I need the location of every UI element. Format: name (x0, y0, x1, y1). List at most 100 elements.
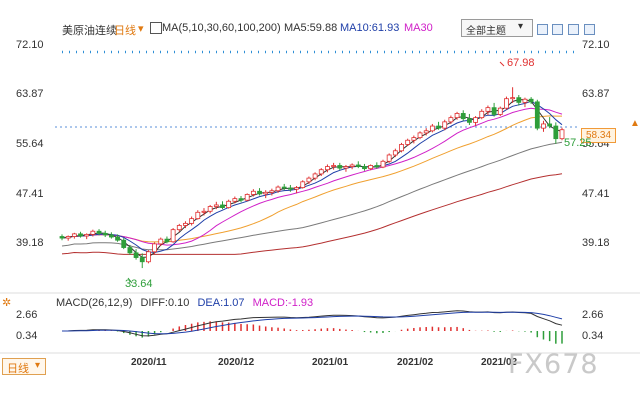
candle-body (392, 150, 398, 156)
candle-body (448, 117, 454, 123)
candle-body (195, 211, 201, 220)
ma-settings-icon[interactable] (150, 22, 162, 34)
candle-body (436, 125, 441, 129)
instrument-name: 美原油连续 (62, 25, 117, 37)
candle-body (473, 117, 478, 123)
candle-body (65, 236, 71, 239)
main-indicator-select[interactable]: 全部主题 ▾ (461, 19, 533, 37)
candles (59, 87, 565, 269)
candle-body (152, 243, 157, 253)
candle-body (343, 166, 349, 169)
ma100-line (61, 141, 563, 251)
candle-body (59, 236, 65, 239)
low-price-label: 33.64 (125, 278, 153, 290)
candle-body (349, 164, 355, 167)
macd-axis-right-tick: 0.34 (582, 330, 604, 342)
macd-value: MACD:-1.93 (252, 297, 314, 309)
candle-body (275, 186, 281, 192)
x-axis-tick: 2020/11 (131, 357, 167, 368)
candle-body (84, 234, 90, 237)
candle-body (207, 206, 213, 212)
candle-body (417, 132, 423, 139)
toolbar-icon-a[interactable] (537, 24, 548, 35)
candle-body (442, 121, 448, 129)
low-pointer (127, 277, 133, 284)
candle-body (331, 165, 337, 167)
x-axis-tick: 2020/12 (218, 357, 255, 368)
candle-body (411, 137, 417, 141)
candle-body (491, 107, 497, 115)
candle-body (399, 144, 404, 152)
candle-body (325, 166, 330, 171)
candle-body (306, 177, 312, 183)
candle-body (528, 98, 534, 103)
candle-body (559, 129, 565, 140)
period-dropdown-icon[interactable]: ▾ (138, 23, 144, 35)
candle-body (504, 98, 509, 109)
candle-body (312, 173, 318, 179)
macd-header: MACD(26,12,9) DIFF:0.10 DEA:1.07 MACD:-1… (56, 297, 313, 309)
candle-body (257, 190, 262, 195)
candle-body (176, 225, 182, 231)
price-axis-left-tick: 63.87 (16, 88, 44, 100)
candle-body (294, 187, 299, 190)
sun-icon[interactable]: ✲ (2, 297, 12, 309)
ma30-value: MA30 (404, 22, 433, 34)
macd-dea: DEA:1.07 (197, 297, 245, 309)
x-axis-tick: 2021/03 (481, 357, 518, 368)
candle-body (300, 181, 306, 188)
candle-body (374, 165, 380, 168)
watermark: FX678 (508, 349, 599, 380)
ma5-line (61, 99, 563, 258)
candle-body (485, 107, 491, 112)
price-axis-left-tick: 55.64 (16, 138, 44, 150)
candle-body (547, 123, 553, 127)
macd-diff: DIFF:0.10 (140, 297, 190, 309)
ma5-value: MA5:59.88 (284, 22, 338, 34)
candle-body (121, 239, 127, 248)
toolbar-icon-c[interactable] (568, 24, 579, 35)
candle-body (454, 113, 460, 119)
ma10-line (61, 100, 563, 254)
candle-body (510, 97, 516, 100)
candle-body (337, 165, 343, 169)
chevron-down-icon: ▾ (518, 21, 524, 32)
ma200-line (61, 173, 563, 255)
candle-body (71, 233, 77, 237)
period-switch-button[interactable]: 日线 ▾ (2, 358, 46, 375)
candle-body (183, 222, 188, 226)
high-price-label: 67.98 (507, 57, 535, 69)
x-axis-tick: 2021/02 (397, 357, 434, 368)
period-label[interactable]: 日线 (114, 25, 136, 37)
current-price-tag: 58.34 (581, 128, 617, 143)
candle-body (287, 187, 293, 190)
macd-dea-line (62, 311, 563, 335)
x-axis-tick: 2021/01 (312, 357, 349, 368)
macd-axis-right-tick: 2.66 (582, 309, 604, 321)
macd-axis-left-tick: 0.34 (16, 330, 38, 342)
price-axis-right-tick: 47.41 (582, 188, 610, 200)
ma-params: MA(5,10,30,60,100,200) (162, 22, 281, 34)
candle-body (158, 238, 164, 245)
macd-axis-left-tick: 2.66 (16, 309, 38, 321)
candle-body (362, 166, 367, 170)
candle-body (355, 164, 361, 167)
macd-title: MACD(26,12,9) (56, 297, 133, 309)
period-switch-label: 日线 (7, 363, 29, 375)
candle-body (429, 125, 435, 132)
candle-body (534, 101, 540, 129)
moving-average-lines (61, 99, 563, 258)
candle-body (226, 200, 232, 208)
candle-body (423, 130, 429, 134)
candle-body (405, 139, 411, 145)
toolbar-icon-b[interactable] (552, 24, 563, 35)
price-marker-icon: ▲ (630, 118, 640, 129)
price-axis-right-tick: 72.10 (582, 39, 610, 51)
candle-body (115, 236, 120, 241)
recent-low-label: 57.25 (564, 137, 592, 149)
price-axis-left-tick: 47.41 (16, 188, 44, 200)
toolbar-icon-d[interactable] (584, 24, 595, 35)
candle-body (201, 210, 207, 213)
candle-body (263, 191, 269, 195)
